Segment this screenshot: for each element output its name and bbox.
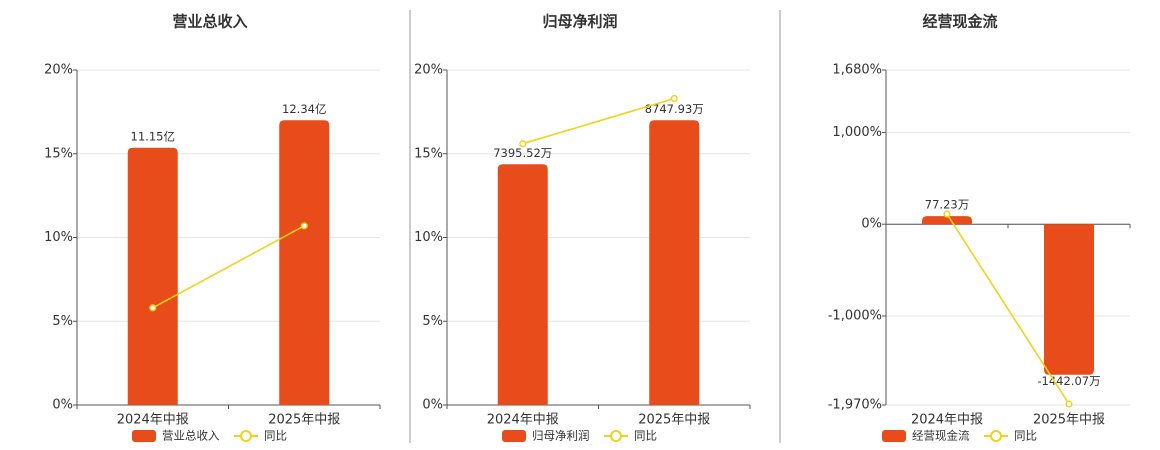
bar [922,216,972,225]
legend-label: 同比 [634,429,657,443]
line-point [300,222,308,230]
bar [649,120,700,405]
x-tick-label: 2025年中报 [1033,413,1105,428]
y-tick-label: -1,000% [828,308,882,323]
chart-title: 营业总收入 [172,13,247,31]
y-tick-label: -1,970% [828,398,882,413]
y-tick-label: 1,680% [832,63,882,78]
line-point [149,304,157,312]
y-tick-label: 5% [52,314,73,329]
legend-label: 经营现金流 [912,429,970,443]
value-label: -1442.07万 [1037,374,1100,388]
legend-swatch [610,430,622,442]
y-tick-label: 10% [414,230,443,245]
x-tick-label: 2024年中报 [117,413,189,428]
line [946,213,1070,405]
legend-label: 同比 [264,429,287,443]
bar [127,147,178,405]
legend-label: 同比 [1014,429,1037,443]
legend-swatch [502,430,526,442]
legend-swatch [132,430,156,442]
y-tick-label: 10% [44,230,73,245]
y-tick-label: 1,000% [832,125,882,140]
value-label: 12.34亿 [282,102,326,116]
legend-swatch [240,430,252,442]
y-tick-label: 20% [414,63,443,78]
legend-label: 营业总收入 [162,429,220,443]
x-tick-label: 2024年中报 [911,413,983,428]
bar [1044,224,1094,375]
x-tick-label: 2024年中报 [487,413,559,428]
bar [497,164,548,405]
line [522,97,675,145]
x-tick-label: 2025年中报 [268,413,340,428]
legend-swatch [990,430,1002,442]
y-tick-label: 15% [414,146,443,161]
x-tick-label: 2025年中报 [638,413,710,428]
value-label: 11.15亿 [131,129,175,143]
line-point [519,140,527,148]
value-label: 7395.52万 [493,146,552,160]
y-tick-label: 0% [422,398,443,413]
line [152,225,305,309]
line-point [943,210,951,218]
y-tick-label: 15% [44,146,73,161]
y-tick-label: 20% [44,63,73,78]
bar [279,120,330,405]
line-point [1065,400,1073,408]
legend-swatch [882,430,906,442]
legend-label: 归母净利润 [532,429,590,443]
chart-title: 归母净利润 [542,13,617,31]
line-point [670,94,678,103]
chart-title: 经营现金流 [922,13,997,31]
y-tick-label: 0% [861,217,882,232]
y-tick-label: 0% [52,398,73,413]
y-tick-label: 5% [422,314,443,329]
value-label: 8747.93万 [645,102,704,116]
value-label: 77.23万 [925,198,969,212]
